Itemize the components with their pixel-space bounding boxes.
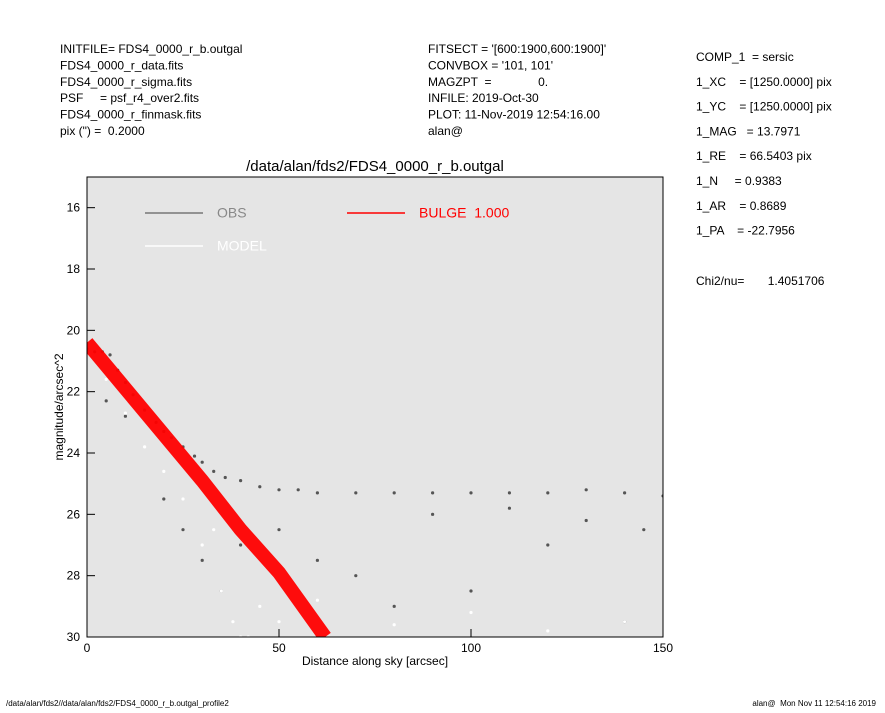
chart-title: /data/alan/fds2/FDS4_0000_r_b.outgal	[246, 158, 504, 175]
data-point	[108, 353, 112, 357]
data-point	[392, 491, 396, 495]
param-line: 1_PA = -22.7956	[696, 224, 795, 238]
data-point	[277, 620, 281, 624]
data-point	[239, 479, 243, 483]
data-point	[354, 574, 358, 578]
y-tick-label: 16	[67, 201, 81, 215]
header-line: FITSECT = '[600:1900,600:1900]'	[428, 42, 606, 56]
data-point	[104, 399, 108, 403]
data-point	[507, 506, 511, 510]
y-tick-label: 20	[67, 323, 81, 337]
x-axis-label: Distance along sky [arcsec]	[302, 654, 448, 668]
param-line: 1_YC = [1250.0000] pix	[696, 100, 832, 114]
param-line: 1_MAG = 13.7971	[696, 124, 801, 138]
data-point	[431, 512, 435, 516]
header-line: INITFILE= FDS4_0000_r_b.outgal	[60, 42, 242, 56]
y-axis-label: magnitude/arcsec^2	[52, 353, 66, 460]
header-line: PLOT: 11-Nov-2019 12:54:16.00	[428, 108, 600, 122]
data-point	[623, 491, 627, 495]
legend-label: BULGE 1.000	[419, 205, 509, 221]
header-line: FDS4_0000_r_data.fits	[60, 58, 183, 72]
data-point	[469, 589, 473, 593]
data-point	[277, 528, 281, 532]
data-point	[469, 491, 473, 495]
data-point	[223, 475, 227, 480]
data-point	[200, 558, 204, 562]
legend-label: OBS	[217, 205, 247, 221]
x-tick-label: 100	[461, 641, 481, 655]
data-point	[546, 543, 550, 547]
data-point	[239, 543, 243, 547]
header-line: CONVBOX = '101, 101'	[428, 58, 553, 72]
data-point	[231, 620, 235, 624]
footer-left: /data/alan/fds2//data/alan/fds2/FDS4_000…	[6, 699, 229, 708]
data-point	[123, 411, 127, 415]
y-tick-label: 24	[67, 446, 81, 460]
y-tick-label: 18	[67, 262, 81, 276]
header-line: alan@	[428, 124, 463, 138]
data-point	[143, 445, 147, 449]
x-tick-label: 150	[653, 641, 673, 655]
data-point	[546, 491, 550, 495]
param-line: 1_RE = 66.5403 pix	[696, 149, 812, 163]
param-line: COMP_1 = sersic	[696, 50, 794, 64]
data-point	[258, 604, 262, 608]
data-point	[219, 589, 223, 593]
plot-border	[86, 176, 664, 638]
data-point	[354, 491, 358, 495]
header-line: pix (") = 0.2000	[60, 124, 145, 138]
x-tick-label: 0	[84, 641, 91, 655]
data-point	[162, 497, 166, 501]
footer-right: alan@ Mon Nov 11 12:54:16 2019	[752, 699, 876, 708]
data-point	[584, 488, 588, 492]
data-point	[258, 485, 262, 489]
data-point	[200, 460, 204, 464]
data-point	[642, 528, 646, 532]
legend-label: MODEL	[217, 238, 267, 254]
param-line: 1_AR = 0.8689	[696, 199, 787, 213]
data-point	[296, 488, 300, 492]
y-tick-label: 28	[67, 569, 81, 583]
data-point	[212, 528, 216, 532]
data-point	[315, 491, 319, 495]
data-point	[469, 610, 473, 615]
data-point	[315, 558, 319, 562]
header-line: FDS4_0000_r_finmask.fits	[60, 108, 201, 122]
header-line: FDS4_0000_r_sigma.fits	[60, 75, 192, 89]
y-tick-label: 26	[67, 507, 81, 521]
data-point	[123, 414, 127, 418]
x-tick-label: 50	[272, 641, 286, 655]
data-point	[104, 377, 108, 381]
y-tick-label: 22	[67, 385, 81, 399]
header-line: PSF = psf_r4_over2.fits	[60, 91, 199, 105]
data-point	[392, 604, 396, 608]
data-point	[212, 469, 216, 473]
param-line: 1_N = 0.9383	[696, 174, 782, 188]
data-point	[181, 528, 185, 532]
data-point	[315, 598, 319, 602]
header-line: MAGZPT = 0.	[428, 75, 548, 89]
data-point	[507, 491, 511, 495]
data-point	[392, 623, 396, 627]
chi2: Chi2/nu= 1.4051706	[696, 274, 825, 288]
y-tick-label: 30	[67, 630, 81, 644]
plot-marks	[87, 338, 663, 637]
data-point	[181, 497, 185, 501]
model-band	[87, 338, 331, 637]
header-line: INFILE: 2019-Oct-30	[428, 91, 539, 105]
param-line: 1_XC = [1250.0000] pix	[696, 75, 832, 89]
data-point	[192, 454, 197, 458]
data-point	[584, 518, 588, 523]
data-point	[200, 543, 204, 547]
data-point	[546, 629, 550, 633]
data-point	[623, 620, 627, 624]
data-point	[431, 491, 435, 495]
data-point	[162, 469, 166, 473]
plot-area	[87, 177, 663, 637]
data-point	[277, 488, 281, 492]
